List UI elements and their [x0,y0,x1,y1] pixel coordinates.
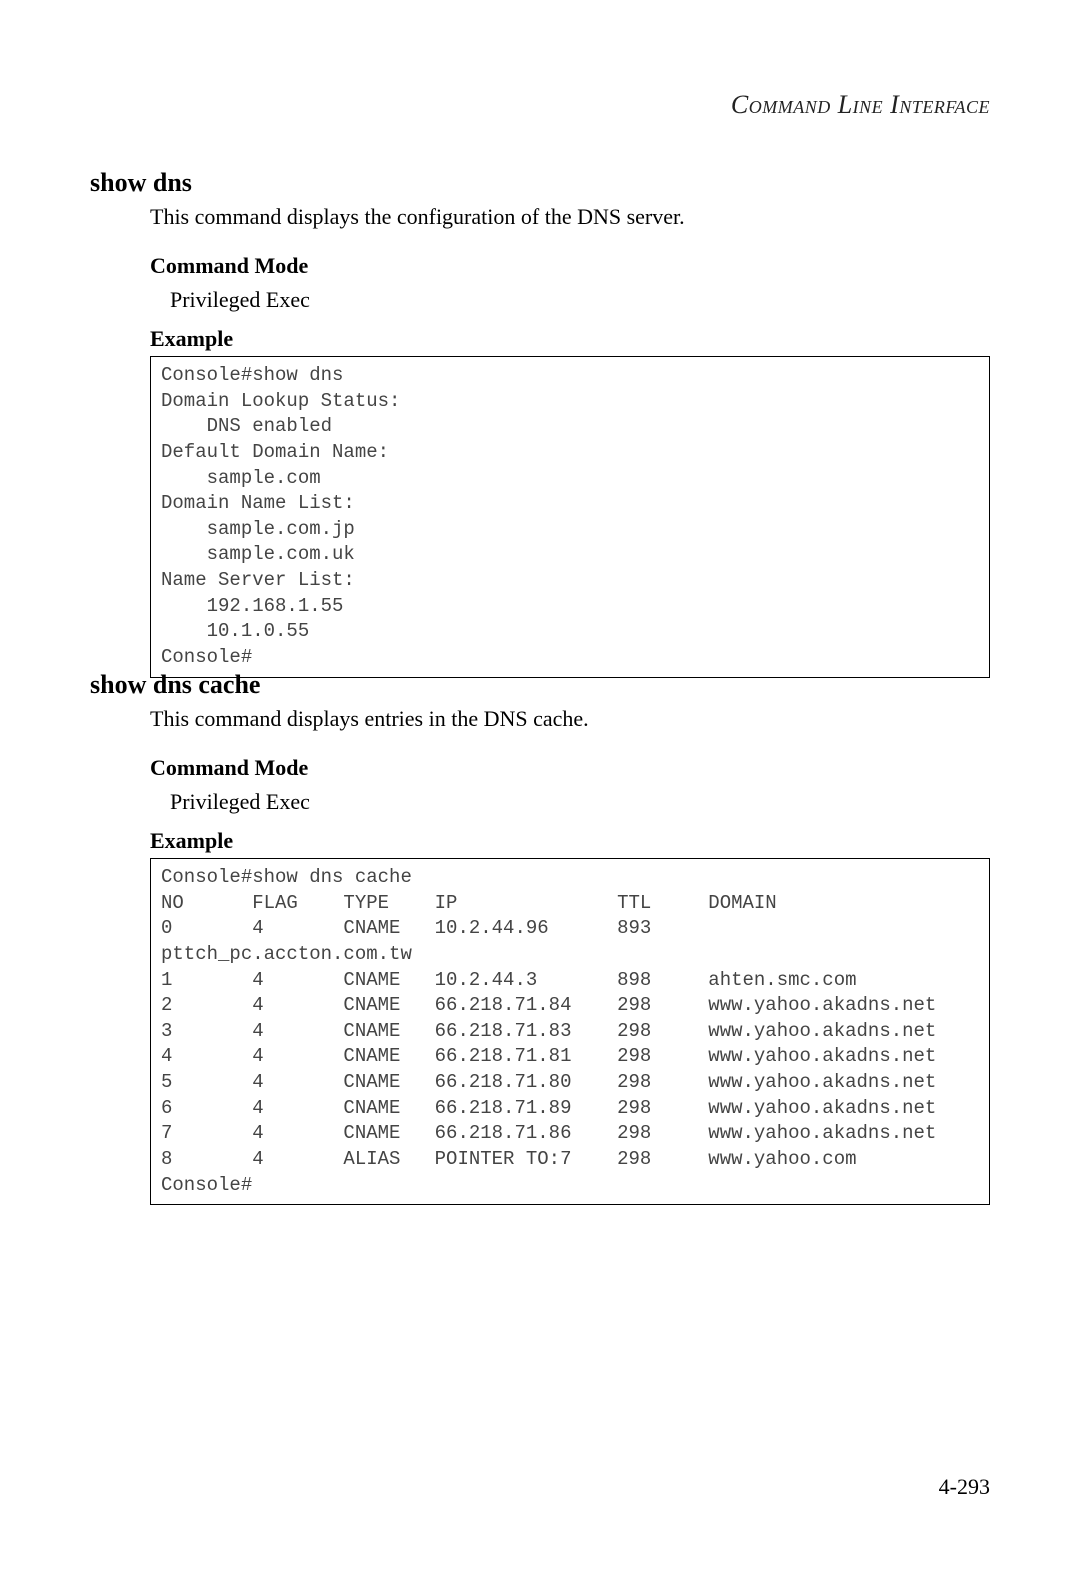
command-mode-value: Privileged Exec [170,789,310,815]
page-header: Command Line Interface [731,90,990,120]
example-code-block: Console#show dns cache NO FLAG TYPE IP T… [150,858,990,1205]
example-code-block: Console#show dns Domain Lookup Status: D… [150,356,990,678]
section-title-show-dns-cache: show dns cache [90,670,260,700]
document-page: Command Line Interface show dns This com… [0,0,1080,1570]
section-description: This command displays the configuration … [150,202,990,232]
command-mode-value: Privileged Exec [170,287,310,313]
example-heading: Example [150,326,233,352]
command-mode-heading: Command Mode [150,755,308,781]
command-mode-heading: Command Mode [150,253,308,279]
section-title-show-dns: show dns [90,168,192,198]
page-number: 4-293 [939,1474,990,1500]
section-description: This command displays entries in the DNS… [150,704,990,734]
example-heading: Example [150,828,233,854]
